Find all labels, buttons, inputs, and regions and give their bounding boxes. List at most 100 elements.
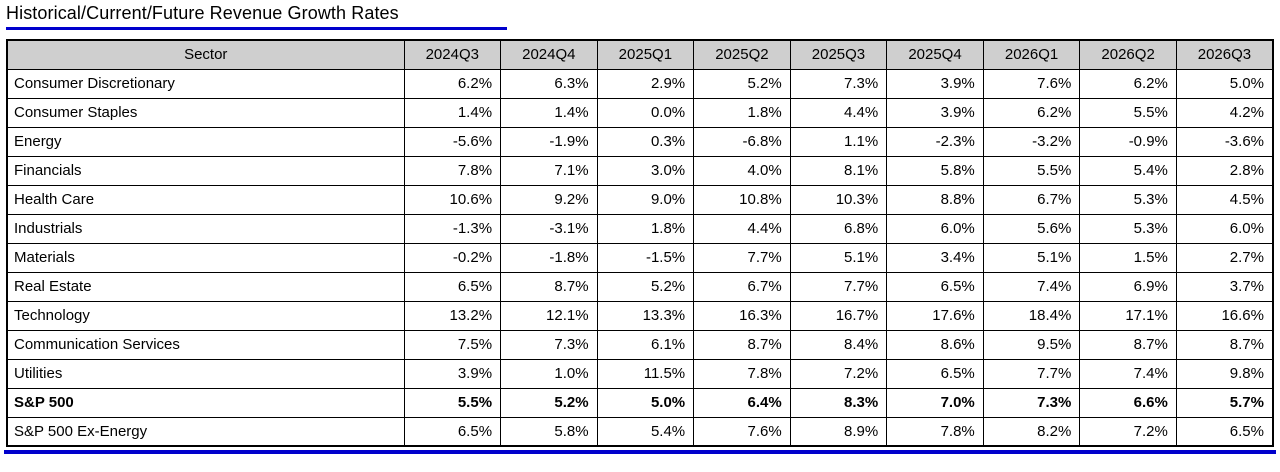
value-cell: 7.2% [789,358,888,389]
value-cell: 6.2% [982,97,1081,128]
value-cell: 1.0% [500,358,598,389]
value-cell: 10.3% [789,184,888,215]
value-cell: -3.6% [1175,126,1274,157]
value-cell: 1.8% [596,213,695,244]
table-row: Real Estate 6.5% 8.7% 5.2% 6.7% 7.7% 6.5% 7.4% 6… [6,271,1274,302]
col-header-2026q1: 2026Q1 [982,39,1081,70]
value-cell: 1.4% [500,97,598,128]
value-cell: 6.6% [1079,387,1177,418]
value-cell: 0.3% [596,126,695,157]
value-cell: -1.8% [500,242,598,273]
value-cell: 9.5% [982,329,1081,360]
value-cell: 7.0% [886,387,984,418]
value-cell: 6.1% [596,329,695,360]
value-cell: 7.1% [500,155,598,186]
value-cell: 3.0% [596,155,695,186]
value-cell: 6.5% [403,271,502,302]
value-cell: 12.1% [500,300,598,331]
page-title: Historical/Current/Future Revenue Growth… [6,3,399,23]
table-row: S&P 500 5.5% 5.2% 5.0% 6.4% 8.3% 7.0% 7.3% 6.6% 5… [6,387,1274,418]
value-cell: 5.3% [1079,213,1177,244]
table-header-row: Sector 2024Q3 2024Q4 2025Q1 2025Q2 2025Q3 2025… [6,39,1274,70]
value-cell: 6.2% [1079,68,1177,99]
value-cell: 6.4% [693,387,791,418]
value-cell: -1.9% [500,126,598,157]
value-cell: 5.5% [1079,97,1177,128]
value-cell: 4.4% [693,213,791,244]
table-row: Consumer Discretionary 6.2% 6.3% 2.9% 5.2% 7.… [6,68,1274,99]
value-cell: -1.5% [596,242,695,273]
sector-cell: Health Care [6,184,405,215]
bottom-blue-rule [4,450,1276,454]
value-cell: 5.4% [1079,155,1177,186]
value-cell: 4.2% [1175,97,1274,128]
value-cell: 6.8% [789,213,888,244]
value-cell: 7.7% [789,271,888,302]
value-cell: 8.6% [886,329,984,360]
value-cell: 16.7% [789,300,888,331]
value-cell: 8.9% [789,416,888,447]
value-cell: -1.3% [403,213,502,244]
value-cell: 3.9% [403,358,502,389]
value-cell: 17.1% [1079,300,1177,331]
sector-cell: Utilities [6,358,405,389]
sector-cell: Consumer Discretionary [6,68,405,99]
title-underline-rule: Historical/Current/Future Revenue Growth… [6,3,507,30]
value-cell: 4.0% [693,155,791,186]
value-cell: 8.8% [886,184,984,215]
value-cell: 5.0% [596,387,695,418]
value-cell: 5.0% [1175,68,1274,99]
value-cell: 6.5% [1175,416,1274,447]
table-body: Consumer Discretionary 6.2% 6.3% 2.9% 5.2% 7.… [6,68,1274,447]
value-cell: 8.4% [789,329,888,360]
value-cell: 7.7% [982,358,1081,389]
table-row: Health Care 10.6% 9.2% 9.0% 10.8% 10.3% 8.8% 6.… [6,184,1274,215]
sector-cell: Materials [6,242,405,273]
sector-cell: Energy [6,126,405,157]
col-header-sector: Sector [6,39,405,70]
value-cell: 7.8% [693,358,791,389]
col-header-2025q3: 2025Q3 [789,39,888,70]
value-cell: 8.1% [789,155,888,186]
col-header-2025q4: 2025Q4 [886,39,984,70]
value-cell: 6.9% [1079,271,1177,302]
value-cell: 7.4% [1079,358,1177,389]
value-cell: -2.3% [886,126,984,157]
col-header-2026q3: 2026Q3 [1175,39,1274,70]
value-cell: 8.2% [982,416,1081,447]
value-cell: 6.0% [886,213,984,244]
value-cell: 3.9% [886,97,984,128]
value-cell: 2.7% [1175,242,1274,273]
value-cell: -5.6% [403,126,502,157]
value-cell: 10.6% [403,184,502,215]
value-cell: 2.9% [596,68,695,99]
value-cell: -0.2% [403,242,502,273]
value-cell: 9.8% [1175,358,1274,389]
table-row: S&P 500 Ex-Energy 6.5% 5.8% 5.4% 7.6% 8.9% 7.8… [6,416,1274,447]
value-cell: 6.5% [886,271,984,302]
revenue-growth-table: Sector 2024Q3 2024Q4 2025Q1 2025Q2 2025Q3 2025… [6,39,1274,447]
value-cell: 8.7% [1175,329,1274,360]
value-cell: 7.5% [403,329,502,360]
table-row: Communication Services 7.5% 7.3% 6.1% 8.7% 8.… [6,329,1274,360]
value-cell: 5.2% [596,271,695,302]
sector-cell: Technology [6,300,405,331]
value-cell: 11.5% [596,358,695,389]
value-cell: 6.2% [403,68,502,99]
value-cell: 8.7% [1079,329,1177,360]
value-cell: 5.8% [886,155,984,186]
col-header-2024q3: 2024Q3 [403,39,502,70]
value-cell: 7.4% [982,271,1081,302]
col-header-2025q2: 2025Q2 [693,39,791,70]
value-cell: -6.8% [693,126,791,157]
sector-cell: S&P 500 Ex-Energy [6,416,405,447]
value-cell: 8.7% [500,271,598,302]
table-row: Financials 7.8% 7.1% 3.0% 4.0% 8.1% 5.8% 5.5% 5.… [6,155,1274,186]
value-cell: 7.3% [789,68,888,99]
sector-cell: Consumer Staples [6,97,405,128]
value-cell: 9.0% [596,184,695,215]
sector-cell: Communication Services [6,329,405,360]
value-cell: 18.4% [982,300,1081,331]
value-cell: 5.5% [982,155,1081,186]
